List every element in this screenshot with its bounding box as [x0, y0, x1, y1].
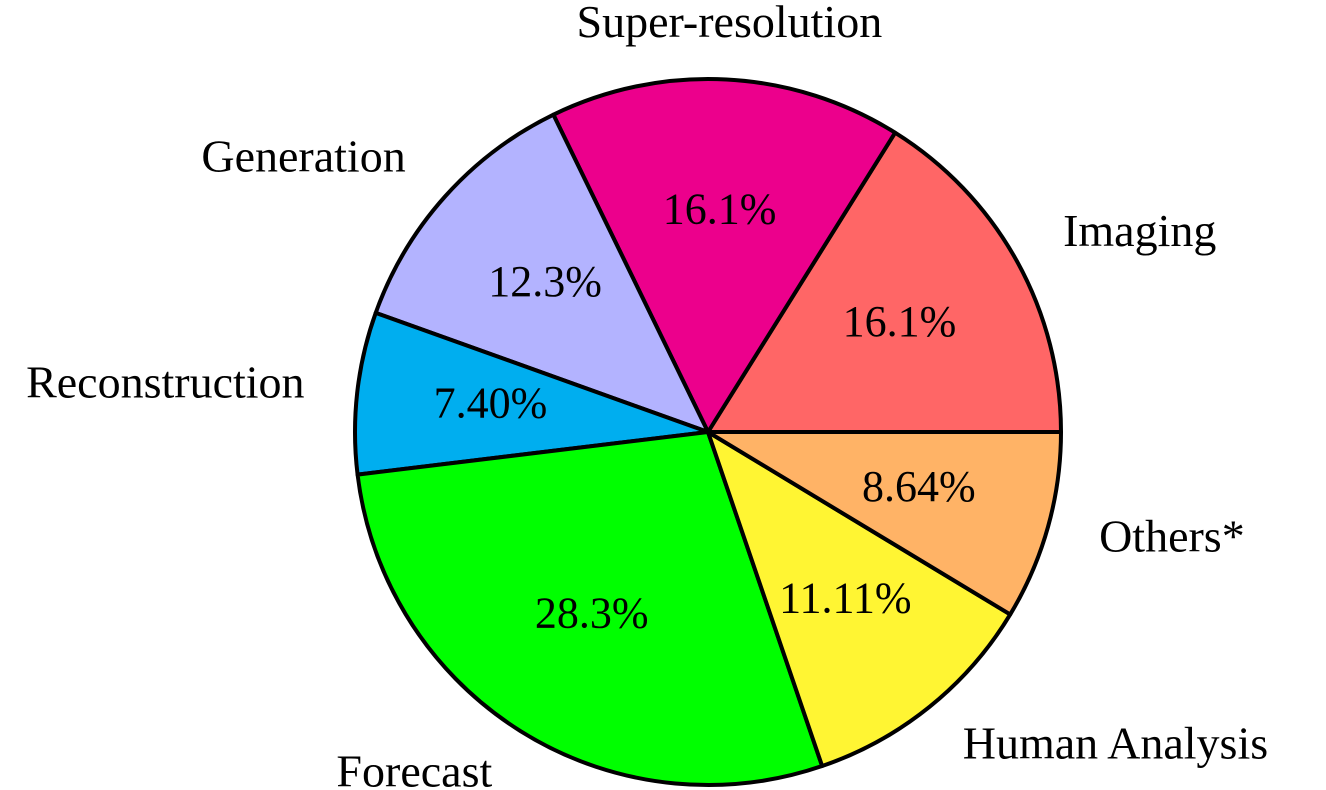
pie-slices	[353, 77, 1063, 787]
pct-label-imaging: 16.1%	[843, 297, 957, 346]
slice-forecast	[355, 430, 825, 787]
slice-imaging	[706, 130, 1063, 434]
category-label-human-analysis: Human Analysis	[963, 718, 1268, 769]
pct-label-others: 8.64%	[862, 462, 976, 511]
pct-label-human-analysis: 11.11%	[779, 573, 911, 622]
pct-label-super-resolution: 16.1%	[663, 185, 777, 234]
category-label-others: Others*	[1099, 510, 1245, 561]
slice-super-resolution	[551, 77, 898, 434]
pie-labels: 16.1% Imaging 16.1% Super-resolution 12.3% Ge…	[26, 0, 1268, 790]
slice-generation	[373, 112, 710, 434]
slice-reconstruction	[353, 310, 710, 477]
category-label-super-resolution: Super-resolution	[577, 0, 883, 47]
slice-others	[706, 430, 1063, 617]
slice-human-analysis	[706, 430, 1013, 769]
pct-label-forecast: 28.3%	[535, 588, 649, 637]
pct-label-generation: 12.3%	[488, 257, 602, 306]
pct-label-reconstruction: 7.40%	[434, 379, 548, 428]
category-label-reconstruction: Reconstruction	[26, 356, 305, 407]
category-label-generation: Generation	[201, 131, 405, 182]
category-label-imaging: Imaging	[1063, 205, 1216, 256]
category-label-forecast: Forecast	[336, 745, 492, 790]
